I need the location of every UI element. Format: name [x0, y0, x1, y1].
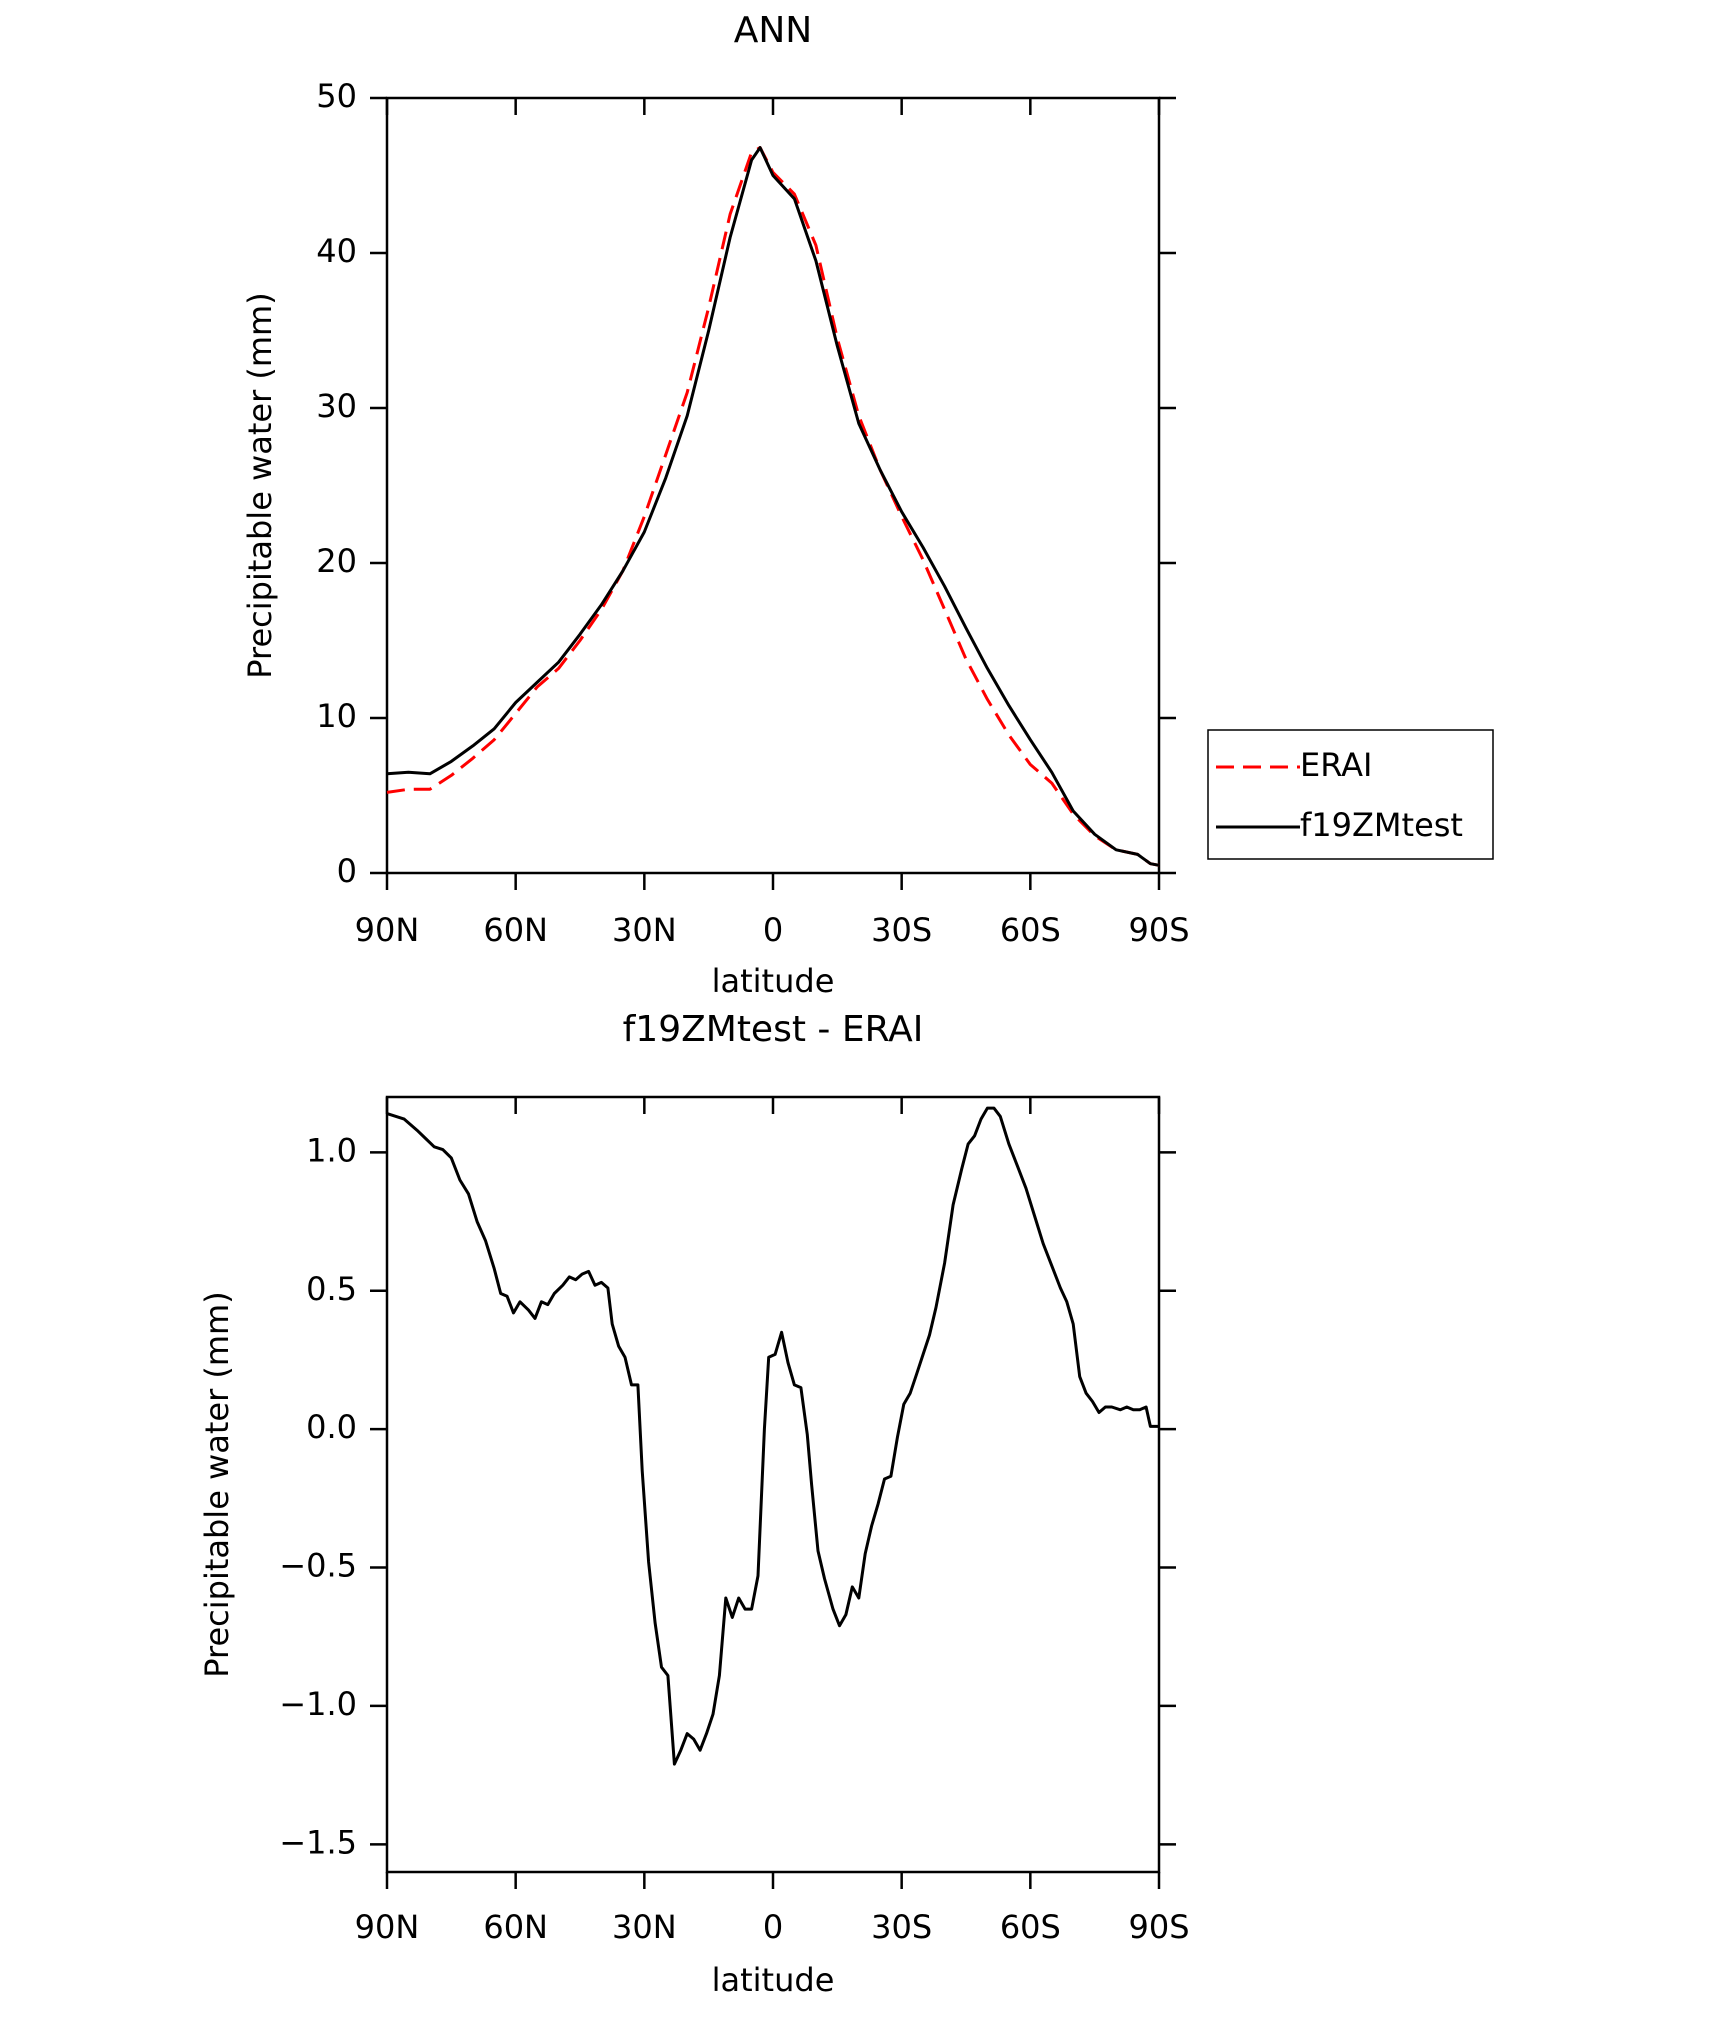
chart-title: ANN: [734, 10, 813, 51]
x-axis-label: latitude: [712, 1961, 835, 1999]
series-line: [386, 1106, 1159, 1766]
y-tick-label: 0.0: [306, 1408, 357, 1446]
y-tick-label: −1.5: [279, 1823, 357, 1861]
chart: ANN latitude Precipitable water (mm) 90N 60N…: [241, 10, 1494, 1000]
x-tick-label: 0: [763, 911, 783, 949]
y-tick-label: 1.0: [306, 1131, 357, 1169]
x-tick-label: 90N: [355, 1908, 420, 1946]
x-tick-label: 30S: [871, 1908, 932, 1946]
y-tick-label: 10: [316, 697, 357, 735]
series-line: [386, 146, 1160, 867]
legend-label: ERAI: [1300, 746, 1372, 784]
y-axis-label: Precipitable water (mm): [198, 1291, 236, 1677]
y-tick-label: 50: [316, 77, 357, 115]
y-tick-label: 40: [316, 232, 357, 270]
plot-frame: [385, 1095, 1161, 1874]
x-axis-label: latitude: [712, 962, 835, 1000]
y-axis-label: Precipitable water (mm): [241, 292, 279, 678]
x-tick-label: 60N: [483, 911, 548, 949]
y-tick-label: −0.5: [279, 1547, 357, 1585]
x-tick-label: 90S: [1128, 1908, 1189, 1946]
x-tick-label: 0: [763, 1908, 783, 1946]
y-tick-label: 0.5: [306, 1270, 357, 1308]
x-tick-label: 60S: [1000, 1908, 1061, 1946]
x-tick-label: 90S: [1128, 911, 1189, 949]
x-tick-label: 60N: [483, 1908, 548, 1946]
y-tick-label: 0: [337, 852, 357, 890]
legend-box: [1207, 729, 1494, 860]
legend-label: f19ZMtest: [1300, 806, 1463, 844]
x-tick-label: 30N: [612, 911, 677, 949]
x-tick-label: 60S: [1000, 911, 1061, 949]
chart-title: f19ZMtest - ERAI: [623, 1009, 924, 1050]
y-tick-label: 20: [316, 542, 357, 580]
x-tick-label: 90N: [355, 911, 420, 949]
y-tick-label: −1.0: [279, 1685, 357, 1723]
x-tick-label: 30S: [871, 911, 932, 949]
y-tick-label: 30: [316, 387, 357, 425]
x-tick-label: 30N: [612, 1908, 677, 1946]
chart: f19ZMtest - ERAI latitude Precipitable wat…: [198, 1009, 1190, 1999]
